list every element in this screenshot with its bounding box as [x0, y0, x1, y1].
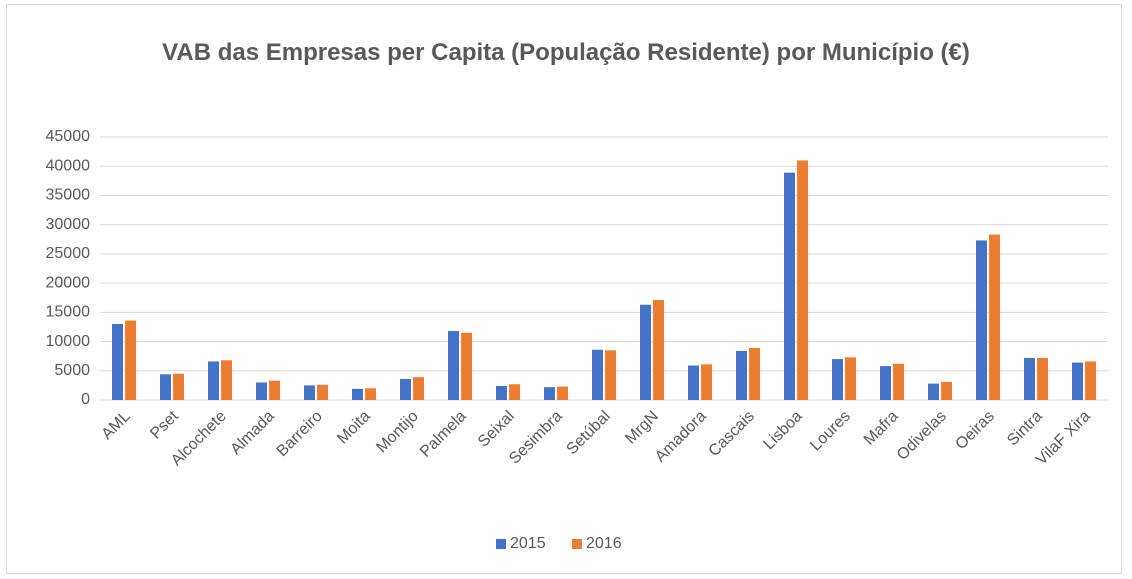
- x-tick-label: Oeiras: [952, 408, 997, 453]
- bar: [701, 364, 712, 400]
- y-tick-label: 15000: [46, 304, 91, 321]
- bar: [208, 361, 219, 400]
- bar: [125, 320, 136, 400]
- x-tick-label: Moita: [334, 408, 374, 448]
- bar: [256, 382, 267, 400]
- chart-title: VAB das Empresas per Capita (População R…: [162, 39, 970, 66]
- bar: [1072, 362, 1083, 400]
- x-tick-label: Mafra: [861, 408, 902, 449]
- bar: [1024, 357, 1035, 400]
- bar: [941, 381, 952, 400]
- x-tick-label: Seixal: [475, 408, 518, 451]
- bar: [509, 384, 520, 400]
- bar: [1037, 357, 1048, 400]
- bar: [688, 365, 699, 400]
- bar: [1085, 361, 1096, 400]
- bar: [352, 388, 363, 400]
- x-tick-label: Pset: [147, 407, 182, 442]
- y-tick-label: 10000: [46, 333, 91, 350]
- bar: [784, 172, 795, 400]
- y-tick-label: 25000: [46, 245, 91, 262]
- legend-label: 2016: [586, 535, 622, 552]
- x-tick-label: Setúbal: [563, 408, 613, 458]
- x-tick-label: Odivelas: [894, 408, 950, 464]
- bar: [496, 385, 507, 400]
- bar: [461, 332, 472, 400]
- bar: [304, 385, 315, 400]
- y-tick-label: 45000: [46, 128, 91, 145]
- bar: [400, 378, 411, 400]
- x-tick-label: Loures: [807, 408, 854, 455]
- bar: [557, 386, 568, 400]
- bar: [736, 350, 747, 400]
- x-tick-label: Lisboa: [760, 408, 805, 453]
- bar: [976, 240, 987, 400]
- bar: [880, 366, 891, 400]
- bar: [365, 388, 376, 400]
- bar: [832, 359, 843, 400]
- y-tick-label: 30000: [46, 216, 91, 233]
- y-tick-label: 20000: [46, 274, 91, 291]
- bar: [317, 384, 328, 400]
- y-tick-label: 0: [81, 391, 90, 408]
- legend-swatch: [572, 539, 582, 549]
- x-tick-label: Palmela: [417, 408, 470, 461]
- y-tick-label: 35000: [46, 187, 91, 204]
- chart-frame: [6, 4, 1122, 574]
- x-tick-label: Cascais: [706, 408, 758, 460]
- x-tick-label: Sintra: [1004, 408, 1046, 450]
- x-tick-label: MrgN: [622, 408, 662, 448]
- legend-label: 2015: [510, 535, 546, 552]
- legend-swatch: [496, 539, 506, 549]
- bar: [640, 304, 651, 400]
- y-tick-label: 40000: [46, 157, 91, 174]
- bar: [160, 374, 171, 400]
- x-tick-label: Amadora: [652, 408, 710, 466]
- bar: [112, 324, 123, 400]
- x-tick-label: AML: [99, 408, 134, 443]
- bar: [592, 349, 603, 400]
- bar: [605, 350, 616, 400]
- bar: [221, 360, 232, 400]
- x-tick-label: Sesimbra: [506, 408, 566, 468]
- x-tick-label: Barreiro: [274, 408, 326, 460]
- bar: [893, 363, 904, 400]
- bar: [797, 160, 808, 400]
- bar: [448, 331, 459, 400]
- bar: [544, 387, 555, 400]
- bar: [749, 347, 760, 400]
- bar: [653, 300, 664, 400]
- bar: [989, 234, 1000, 400]
- bar: [928, 383, 939, 400]
- x-tick-label: Montijo: [373, 408, 422, 457]
- bar: [269, 380, 280, 400]
- bar: [413, 377, 424, 400]
- y-tick-label: 5000: [54, 362, 90, 379]
- x-tick-label: Almada: [227, 408, 277, 458]
- bar: [173, 373, 184, 400]
- bar: [845, 357, 856, 400]
